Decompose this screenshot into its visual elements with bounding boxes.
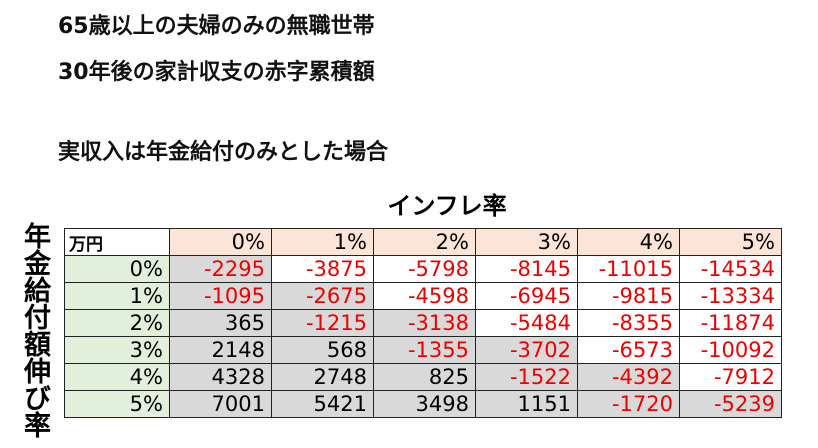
- column-header: 4%: [577, 228, 680, 256]
- table-cell: 568: [271, 336, 374, 364]
- table-cell: -6573: [577, 336, 680, 364]
- column-header: 5%: [679, 228, 782, 256]
- row-header: 4%: [64, 363, 170, 391]
- header-row: 万円 0% 1% 2% 3% 4% 5%: [64, 228, 782, 256]
- table-cell: 2148: [169, 336, 272, 364]
- table-cell: -10092: [679, 336, 782, 364]
- table-cell: -14534: [679, 255, 782, 283]
- table-cell: -1522: [475, 363, 578, 391]
- table-cell: -5484: [475, 309, 578, 337]
- table-cell: -3875: [271, 255, 374, 283]
- table-row: 4% 4328 2748 825 -1522 -4392 -7912: [64, 363, 782, 391]
- table-cell: -1720: [577, 390, 680, 418]
- column-header: 1%: [271, 228, 374, 256]
- table-row: 3% 2148 568 -1355 -3702 -6573 -10092: [64, 336, 782, 364]
- table-cell: -5239: [679, 390, 782, 418]
- table-cell: -9815: [577, 282, 680, 310]
- table-cell: 4328: [169, 363, 272, 391]
- row-header: 5%: [64, 390, 170, 418]
- table-cell: -11015: [577, 255, 680, 283]
- title-line-2: 30年後の家計収支の赤字累積額: [58, 60, 375, 85]
- table-cell: 2748: [271, 363, 374, 391]
- row-header: 2%: [64, 309, 170, 337]
- table-row: 5% 7001 5421 3498 1151 -1720 -5239: [64, 390, 782, 418]
- table-cell: -11874: [679, 309, 782, 337]
- table-row: 0% -2295 -3875 -5798 -8145 -11015 -14534: [64, 255, 782, 283]
- table-cell: -2675: [271, 282, 374, 310]
- column-header: 0%: [169, 228, 272, 256]
- column-header: 2%: [373, 228, 476, 256]
- table-cell: -4392: [577, 363, 680, 391]
- table-cell: 7001: [169, 390, 272, 418]
- column-axis-label: インフレ率: [387, 192, 507, 220]
- column-header: 3%: [475, 228, 578, 256]
- table-cell: -1215: [271, 309, 374, 337]
- row-header: 0%: [64, 255, 170, 283]
- table-cell: -8355: [577, 309, 680, 337]
- table-row: 1% -1095 -2675 -4598 -6945 -9815 -13334: [64, 282, 782, 310]
- deficit-table: 万円 0% 1% 2% 3% 4% 5% 0% -2295 -3875 -5798 -8145 -110…: [64, 228, 782, 418]
- table-cell: 825: [373, 363, 476, 391]
- row-axis-label: 年金給付額伸び率: [19, 222, 50, 438]
- table-cell: -1355: [373, 336, 476, 364]
- unit-label: 万円: [64, 228, 170, 256]
- row-header: 1%: [64, 282, 170, 310]
- table-cell: -3138: [373, 309, 476, 337]
- row-header: 3%: [64, 336, 170, 364]
- table-cell: 3498: [373, 390, 476, 418]
- table-cell: -4598: [373, 282, 476, 310]
- title-line-1: 65歳以上の夫婦のみの無職世帯: [58, 14, 375, 39]
- table-cell: 365: [169, 309, 272, 337]
- table-cell: -5798: [373, 255, 476, 283]
- table-cell: -8145: [475, 255, 578, 283]
- table-cell: -7912: [679, 363, 782, 391]
- table-cell: -6945: [475, 282, 578, 310]
- table-cell: -13334: [679, 282, 782, 310]
- table-row: 2% 365 -1215 -3138 -5484 -8355 -11874: [64, 309, 782, 337]
- table-cell: -3702: [475, 336, 578, 364]
- subtitle: 実収入は年金給付のみとした場合: [58, 140, 389, 165]
- table-cell: -1095: [169, 282, 272, 310]
- table-cell: 5421: [271, 390, 374, 418]
- table-cell: -2295: [169, 255, 272, 283]
- table-cell: 1151: [475, 390, 578, 418]
